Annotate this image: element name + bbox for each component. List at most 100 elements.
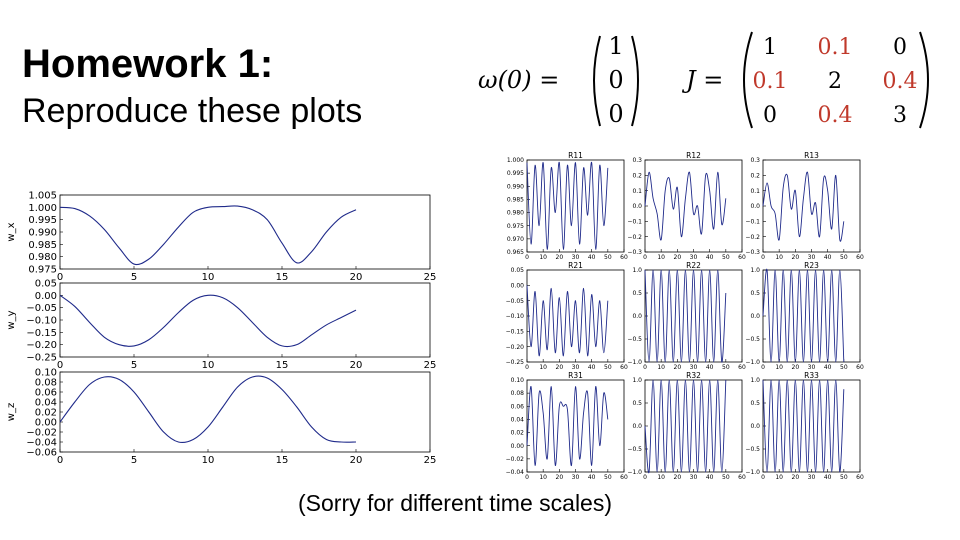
y-tick-label: −0.02 [506, 456, 525, 463]
x-tick-label: 0 [761, 474, 765, 481]
y-tick-label: −0.2 [627, 234, 642, 241]
y-tick-label: 0.0 [632, 203, 642, 210]
x-tick-label: 25 [424, 272, 437, 283]
x-tick-label: 60 [620, 254, 628, 261]
y-tick-label: −0.1 [745, 218, 760, 225]
x-tick-label: 60 [738, 474, 746, 481]
y-tick-label: 0.995 [507, 170, 524, 177]
y-tick-label: −0.04 [26, 438, 57, 449]
y-tick-label: −0.15 [26, 328, 57, 339]
plot-frame [526, 159, 625, 253]
x-tick-label: 10 [539, 254, 547, 261]
y-tick-label: 0.970 [507, 236, 524, 243]
x-tick-label: 40 [824, 254, 832, 261]
x-tick-label: 0 [643, 364, 647, 371]
y-tick-label: −0.06 [26, 448, 57, 459]
y-tick-label: 0.04 [35, 398, 57, 409]
matrix-entry: 3 [893, 103, 907, 128]
x-tick-label: 20 [350, 455, 363, 466]
plot-frame [59, 371, 431, 453]
x-tick-label: 60 [856, 474, 864, 481]
chart-R11: 0 10 20 30 40 50 60 0.965 0.970 0.975 0.980 0.985 0.… [507, 151, 628, 261]
x-tick-label: 5 [131, 455, 137, 466]
y-tick-label: 0.05 [35, 279, 57, 290]
y-tick-label: 0.995 [28, 215, 57, 226]
x-tick-label: 10 [539, 474, 547, 481]
x-tick-label: 20 [792, 474, 800, 481]
y-tick-label: 0.980 [507, 210, 524, 217]
x-tick-label: 60 [856, 364, 864, 371]
x-tick-label: 10 [775, 364, 783, 371]
y-tick-label: 1.005 [28, 191, 57, 202]
series-line [526, 285, 609, 357]
x-tick-label: 10 [657, 254, 665, 261]
x-tick-label: 30 [690, 254, 698, 261]
y-tick-label: 0.990 [28, 228, 57, 239]
chart-R32: 0 10 20 30 40 50 60 −1.0 −0.5 0.0 0.5 1.0 R32 [627, 371, 746, 481]
plot-frame [526, 379, 625, 473]
inertia-equation-lhs: J = [681, 66, 723, 94]
plot-frame [644, 159, 743, 253]
matrix-entry: 0.1 [818, 35, 853, 60]
y-tick-label: 0.06 [511, 403, 525, 410]
y-tick-label: −0.5 [627, 446, 642, 453]
y-tick-label: 0.5 [632, 290, 642, 297]
x-tick-label: 0 [761, 364, 765, 371]
chart-R21: 0 10 20 30 40 50 60 −0.25 −0.20 −0.15 −0.10 −0.05 0.… [506, 261, 628, 371]
chart-R12: 0 10 20 30 40 50 60 −0.3 −0.2 −0.1 0.0 0.1 0.2 0.3 R12 [627, 151, 746, 261]
right-paren-icon [919, 31, 929, 129]
matrix-entry: 0 [763, 103, 777, 128]
left-paren-icon [593, 35, 601, 127]
matrix-entry: 0 [893, 35, 907, 60]
y-tick-label: 0.00 [35, 418, 57, 429]
x-tick-label: 50 [840, 254, 848, 261]
x-tick-label: 20 [674, 254, 682, 261]
series-line [59, 205, 357, 266]
y-tick-label: 1.000 [28, 203, 57, 214]
y-tick-label: 0.975 [28, 265, 57, 276]
y-tick-label: 0.0 [632, 313, 642, 320]
subplot-title: R21 [568, 261, 583, 270]
y-tick-label: 0.975 [507, 223, 524, 230]
omega-initial-equation: ω(0) = 1 0 0 [478, 32, 639, 128]
y-tick-label: 0.0 [632, 423, 642, 430]
x-tick-label: 0 [57, 360, 63, 371]
y-tick-label: −0.10 [506, 313, 525, 320]
x-tick-label: 10 [202, 455, 215, 466]
plot-frame [526, 269, 625, 363]
x-tick-label: 15 [276, 455, 289, 466]
y-tick-label: 0.00 [511, 282, 525, 289]
x-tick-label: 25 [424, 360, 437, 371]
x-tick-label: 50 [722, 474, 730, 481]
y-tick-label: 0.2 [750, 172, 760, 179]
omega-vector-entry: 0 [608, 100, 623, 128]
x-tick-label: 20 [792, 364, 800, 371]
y-tick-label: −0.04 [506, 469, 525, 476]
y-tick-label: 0.3 [632, 157, 642, 164]
y-tick-label: 0.985 [507, 197, 524, 204]
y-tick-label: 0.10 [35, 368, 57, 379]
x-tick-label: 30 [690, 474, 698, 481]
y-tick-label: 0.980 [28, 252, 57, 263]
x-tick-label: 30 [572, 364, 580, 371]
y-tick-label: 1.0 [750, 267, 760, 274]
plot-frame [644, 269, 743, 363]
omega-equation-lhs: ω(0) = [478, 66, 559, 94]
x-tick-label: 5 [131, 272, 137, 283]
x-tick-label: 0 [57, 455, 63, 466]
subplot-title: R23 [804, 261, 819, 270]
subplot-title: R32 [686, 371, 701, 380]
series-line [526, 162, 609, 250]
x-tick-label: 40 [706, 254, 714, 261]
x-tick-label: 40 [588, 364, 596, 371]
y-axis-label: w_y [6, 310, 17, 329]
y-tick-label: 0.0 [750, 423, 760, 430]
y-tick-label: −0.2 [745, 234, 760, 241]
series-line [644, 379, 727, 473]
x-tick-label: 10 [657, 364, 665, 371]
y-tick-label: 0.1 [632, 188, 642, 195]
y-tick-label: 0.10 [511, 377, 525, 384]
y-tick-label: 1.0 [632, 267, 642, 274]
x-tick-label: 20 [556, 364, 564, 371]
